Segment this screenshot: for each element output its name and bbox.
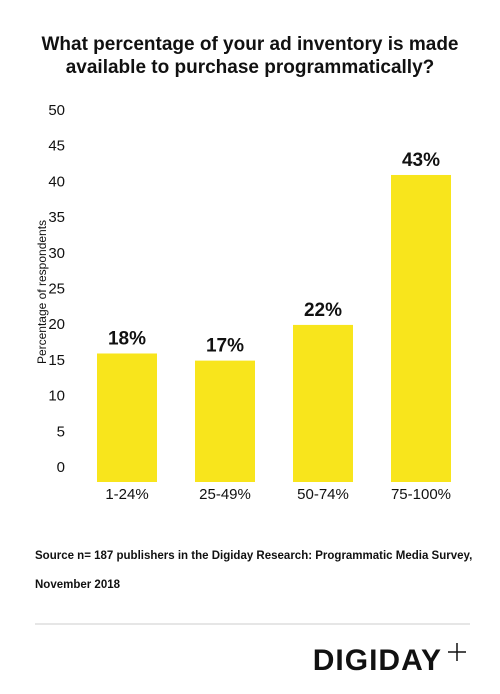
value-label: 43% xyxy=(402,150,440,171)
y-tick-label: 15 xyxy=(48,352,65,369)
value-label: 18% xyxy=(108,328,146,349)
bar xyxy=(195,360,255,482)
source-note: Source n= 187 publishers in the Digiday … xyxy=(35,550,472,562)
x-tick-label: 1-24% xyxy=(105,486,148,503)
source-note: November 2018 xyxy=(35,579,121,591)
x-tick-label: 50-74% xyxy=(297,486,349,503)
logo-plus xyxy=(448,643,466,661)
value-label: 22% xyxy=(304,300,342,321)
y-tick-label: 10 xyxy=(48,388,65,405)
y-tick-label: 0 xyxy=(57,459,65,476)
y-tick-label: 25 xyxy=(48,280,65,297)
bar xyxy=(293,324,353,482)
bar xyxy=(391,174,451,483)
chart-title: What percentage of your ad inventory is … xyxy=(41,34,458,55)
y-tick-label: 5 xyxy=(57,423,65,440)
bar xyxy=(97,353,157,482)
y-axis-label: Percentage of respondents xyxy=(35,220,49,364)
chart-title: available to purchase programmatically? xyxy=(66,57,435,78)
x-tick-label: 75-100% xyxy=(391,486,451,503)
y-tick-label: 30 xyxy=(48,245,65,262)
y-tick-label: 50 xyxy=(48,102,65,119)
value-label: 17% xyxy=(206,336,244,357)
logo: DIGIDAY xyxy=(313,644,442,677)
y-tick-label: 20 xyxy=(48,316,65,333)
y-tick-label: 35 xyxy=(48,209,65,226)
y-tick-label: 45 xyxy=(48,138,65,155)
y-tick-label: 40 xyxy=(48,173,65,190)
x-tick-label: 25-49% xyxy=(199,486,251,503)
